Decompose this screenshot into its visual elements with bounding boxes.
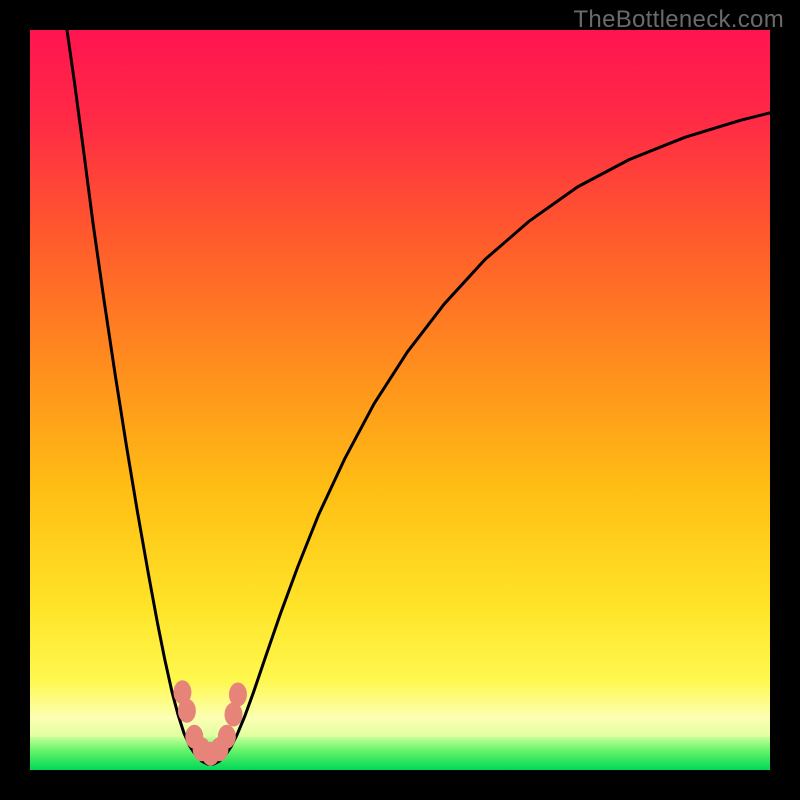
- curve-marker: [229, 683, 247, 707]
- bottleneck-curve: [67, 30, 770, 764]
- curve-markers-group: [173, 680, 247, 765]
- chart-svg-layer: [30, 30, 770, 770]
- curve-marker: [218, 725, 236, 749]
- bottleneck-chart: [30, 30, 770, 770]
- curve-marker: [178, 699, 196, 723]
